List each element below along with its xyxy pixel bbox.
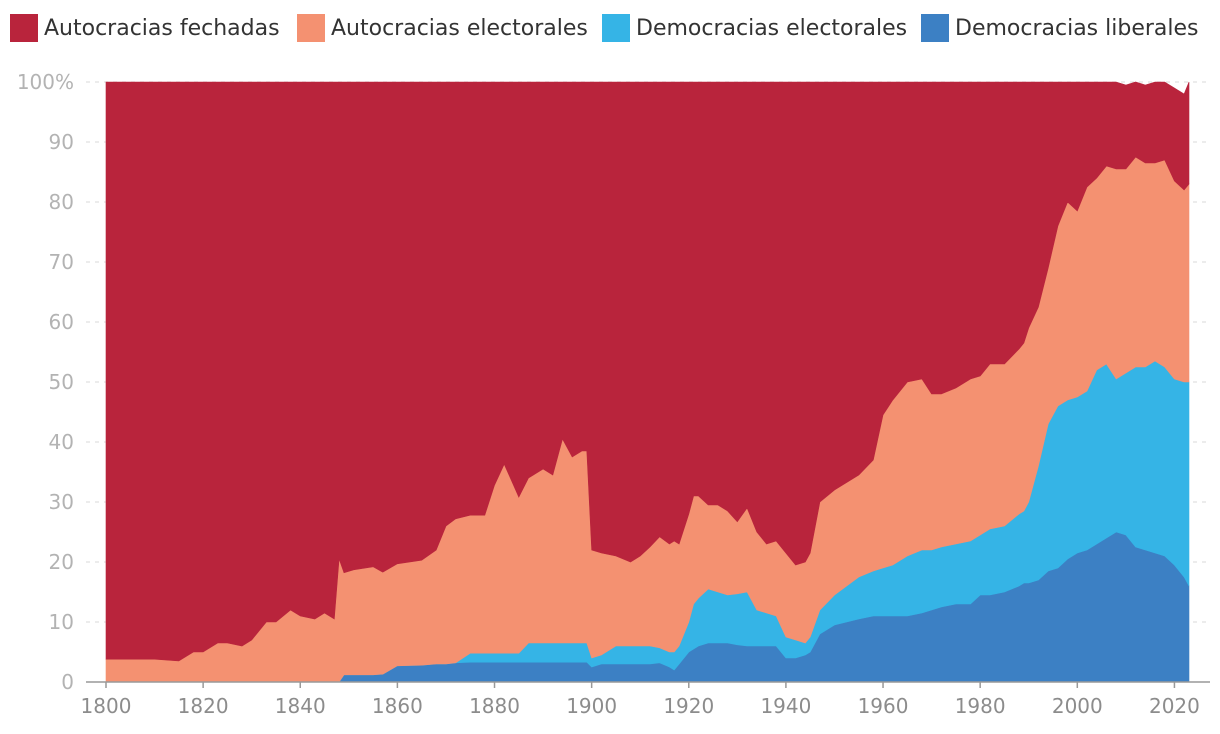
y-tick-label-40: 40 xyxy=(49,430,74,454)
y-tick-label-10: 10 xyxy=(49,610,74,634)
y-tick-label-90: 90 xyxy=(49,130,74,154)
legend-swatch-democracias-electorales xyxy=(602,14,630,42)
area-series xyxy=(105,81,1190,683)
y-tick-label-100: 100% xyxy=(17,70,74,94)
x-tick-label-1820: 1820 xyxy=(178,694,229,718)
x-tick-label-1920: 1920 xyxy=(663,694,714,718)
legend-item-democracias-electorales[interactable]: Democracias electorales xyxy=(602,14,907,42)
y-axis-tick-labels: 0 10 20 30 40 50 60 70 80 90 100% xyxy=(17,70,74,694)
legend-label-autocracias-fechadas: Autocracias fechadas xyxy=(44,16,280,41)
legend-label-autocracias-electorales: Autocracias electorales xyxy=(331,16,588,41)
y-tick-label-60: 60 xyxy=(49,310,74,334)
x-tick-label-1860: 1860 xyxy=(372,694,423,718)
legend-item-autocracias-fechadas[interactable]: Autocracias fechadas xyxy=(10,14,280,42)
x-tick-label-1900: 1900 xyxy=(566,694,617,718)
legend-label-democracias-liberales: Democracias liberales xyxy=(955,16,1199,41)
x-tick-label-1840: 1840 xyxy=(275,694,326,718)
x-tick-label-2000: 2000 xyxy=(1052,694,1103,718)
legend-label-democracias-electorales: Democracias electorales xyxy=(636,16,907,41)
x-tick-label-1800: 1800 xyxy=(81,694,132,718)
x-tick-label-1880: 1880 xyxy=(469,694,520,718)
legend-item-democracias-liberales[interactable]: Democracias liberales xyxy=(921,14,1199,42)
y-tick-label-80: 80 xyxy=(49,190,74,214)
x-tick-label-1980: 1980 xyxy=(955,694,1006,718)
legend-swatch-autocracias-fechadas xyxy=(10,14,38,42)
x-tick-label-1940: 1940 xyxy=(760,694,811,718)
legend-swatch-democracias-liberales xyxy=(921,14,949,42)
x-axis: 1800 1820 1840 1860 1880 1900 1920 1940 1960 1980… xyxy=(81,681,1210,718)
legend-swatch-autocracias-electorales xyxy=(297,14,325,42)
legend: Autocracias fechadas Autocracias elector… xyxy=(10,14,1199,42)
y-tick-label-70: 70 xyxy=(49,250,74,274)
x-tick-label-1960: 1960 xyxy=(858,694,909,718)
area-autocracias-fechadas xyxy=(105,81,1190,662)
y-tick-label-20: 20 xyxy=(49,550,74,574)
y-tick-label-50: 50 xyxy=(49,370,74,394)
y-tick-label-0: 0 xyxy=(61,670,74,694)
y-tick-label-30: 30 xyxy=(49,490,74,514)
legend-item-autocracias-electorales[interactable]: Autocracias electorales xyxy=(297,14,588,42)
x-tick-label-2020: 2020 xyxy=(1149,694,1200,718)
